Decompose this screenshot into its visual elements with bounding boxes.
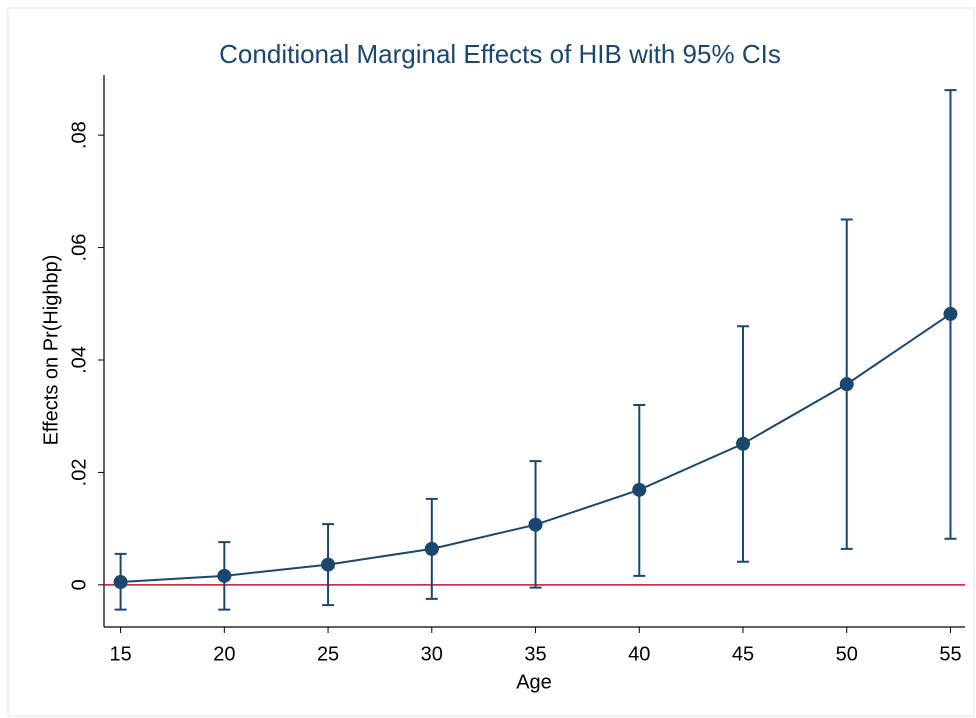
x-axis-label: Age	[516, 671, 552, 693]
y-axis-label: Effects on Pr(Highbp)	[40, 255, 62, 446]
x-tick-label: 20	[213, 643, 235, 665]
point	[321, 557, 336, 572]
x-tick-label: 25	[317, 643, 339, 665]
point	[424, 541, 439, 556]
y-tick-label: .06	[68, 234, 90, 262]
x-tick-label: 35	[524, 643, 546, 665]
point	[943, 306, 958, 321]
x-tick-label: 50	[836, 643, 858, 665]
y-tick-label: .08	[68, 121, 90, 149]
point	[632, 482, 647, 497]
x-tick-label: 55	[939, 643, 961, 665]
point	[736, 436, 751, 451]
point	[113, 575, 128, 590]
chart-title: Conditional Marginal Effects of HIB with…	[219, 39, 781, 69]
y-tick-label: .04	[68, 346, 90, 374]
chart-frame	[7, 7, 975, 717]
x-tick-label: 40	[628, 643, 650, 665]
x-tick-label: 30	[421, 643, 443, 665]
point	[217, 568, 232, 583]
point	[839, 377, 854, 392]
x-tick-label: 45	[732, 643, 754, 665]
y-tick-label: .02	[68, 459, 90, 487]
x-tick-label: 15	[109, 643, 131, 665]
y-tick-label: 0	[68, 579, 90, 590]
point	[528, 517, 543, 532]
